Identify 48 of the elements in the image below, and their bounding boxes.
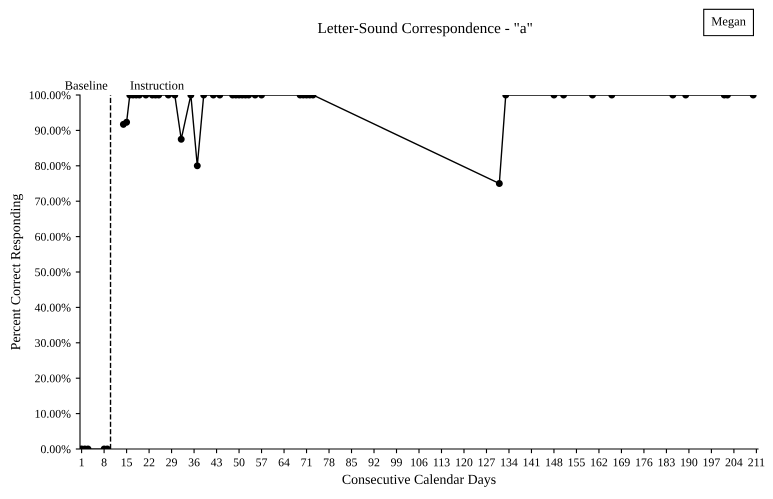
x-tick-label: 57 [256,458,268,466]
x-tick-label: 15 [122,458,132,466]
x-tick-label: 183 [658,458,675,466]
x-tick-label: 134 [501,458,518,466]
x-tick-label: 211 [748,458,764,466]
x-tick-label: 190 [681,458,698,466]
x-tick-label: 78 [324,458,334,466]
x-tick-label: 162 [591,458,608,466]
x-tick-label: 155 [568,458,585,466]
x-tick-label: 141 [524,458,540,466]
x-tick-label: 106 [411,458,428,466]
x-tick-label: 197 [704,458,720,466]
x-tick-label: 29 [166,458,177,466]
x-tick-label: 99 [390,458,402,466]
y-tick-label: 80.00% [35,162,71,170]
y-tick-label: 100.00% [30,91,71,100]
y-tick-label: 20.00% [35,374,71,382]
x-tick-label: 148 [546,458,562,466]
x-tick-label: 50 [234,458,245,466]
y-tick-label: 90.00% [34,126,71,135]
x-tick-label: 120 [456,458,472,466]
x-tick-label: 64 [278,458,290,466]
x-tick-label: 92 [368,458,380,466]
y-tick-label: 30.00% [35,339,71,348]
x-tick-label: 113 [434,458,450,466]
x-tick-label: 22 [144,458,154,466]
text: Instruction [130,81,184,90]
chart-title: Letter-Sound Correspondence - "a" [318,22,532,36]
x-tick-label: 8 [102,458,107,466]
x-tick-label: 36 [188,458,200,466]
y-tick-label: 50.00% [35,268,71,276]
y-tick-label: 10.00% [36,410,71,418]
x-tick-label: 204 [726,458,743,466]
y-axis-title: Percent Correct Responding [10,194,24,350]
y-tick-label: 70.00% [35,197,71,206]
x-tick-label: 43 [210,458,222,466]
y-tick-label: 40.00% [34,304,71,312]
text: Baseline [65,80,108,90]
x-tick-label: 169 [614,458,630,466]
x-tick-label: 85 [346,458,357,466]
x-axis-title: Consecutive Calendar Days [342,474,496,487]
x-tick-label: 127 [478,458,495,466]
y-tick-label: 0.00% [40,445,71,454]
text: Megan [712,17,746,28]
y-tick-label: 60.00% [35,232,71,241]
x-tick-label: 1 [80,458,84,466]
x-tick-label: 71 [301,458,312,466]
x-tick-label: 176 [636,458,652,466]
